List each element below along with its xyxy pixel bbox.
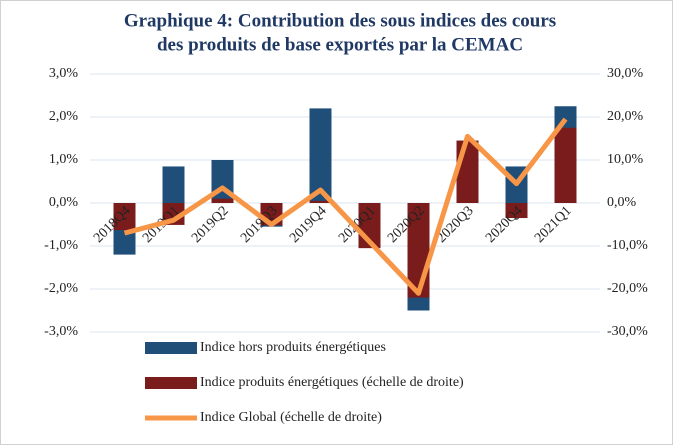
y2-tick-label: 30,0% [607, 66, 644, 81]
legend-label: Indice Global (échelle de droite) [200, 410, 382, 425]
bar [113, 203, 136, 231]
bar [456, 140, 479, 203]
y-tick-label: -1,0% [44, 238, 78, 253]
y-tick-label: -2,0% [44, 281, 78, 296]
chart-title: des produits de base exportés par la CEM… [157, 34, 523, 55]
y-tick-label: 3,0% [49, 66, 79, 81]
bar [309, 200, 332, 203]
line [123, 117, 568, 296]
y2-tick-label: 10,0% [607, 152, 644, 167]
bar [554, 127, 577, 203]
legend-label: Indice produits énergétiques (échelle de… [200, 375, 464, 390]
y2-tick-label: -10,0% [607, 238, 648, 253]
bar [505, 203, 528, 219]
legend-swatch [145, 342, 197, 354]
legend-label: Indice hors produits énergétiques [200, 340, 386, 355]
bar [211, 198, 234, 203]
y-tick-label: 0,0% [49, 195, 79, 210]
bar [162, 166, 185, 203]
y2-tick-label: -20,0% [607, 281, 648, 296]
bar [309, 108, 332, 203]
y-tick-label: 2,0% [49, 109, 79, 124]
y2-tick-label: -30,0% [607, 324, 648, 339]
y-tick-label: 1,0% [49, 152, 79, 167]
legend-swatch [145, 377, 197, 389]
y2-tick-label: 20,0% [607, 109, 644, 124]
y2-tick-label: 0,0% [607, 195, 637, 210]
chart-title: Graphique 4: Contribution des sous indic… [124, 10, 556, 31]
y-tick-label: -3,0% [44, 324, 78, 339]
